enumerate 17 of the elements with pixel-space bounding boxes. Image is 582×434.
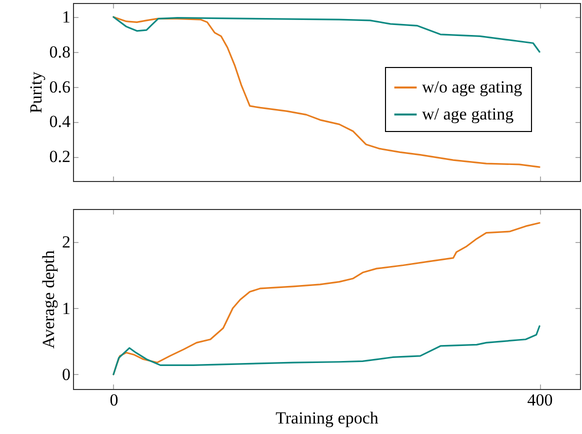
y-axis-title: Purity (26, 71, 46, 114)
y-tick-label: 2 (62, 232, 70, 252)
legend-label: w/ age gating (422, 104, 514, 124)
y-tick-label: 0.4 (49, 112, 71, 132)
y-tick-label: 1 (62, 298, 70, 318)
y-axis-title: Average depth (39, 250, 58, 349)
line-series (112, 16, 540, 53)
x-tick-label: 400 (527, 390, 553, 410)
line-series (112, 325, 540, 376)
legend-label: w/o age gating (422, 78, 523, 96)
y-tick-label: 1 (62, 7, 70, 26)
y-tick-label: 0 (62, 364, 70, 384)
y-tick-label: 0.8 (49, 42, 70, 62)
y-tick-label: 0.6 (49, 77, 70, 96)
line-series (112, 16, 540, 168)
x-axis-title: Training epoch (276, 408, 379, 428)
y-tick-label: 0.2 (49, 147, 70, 166)
